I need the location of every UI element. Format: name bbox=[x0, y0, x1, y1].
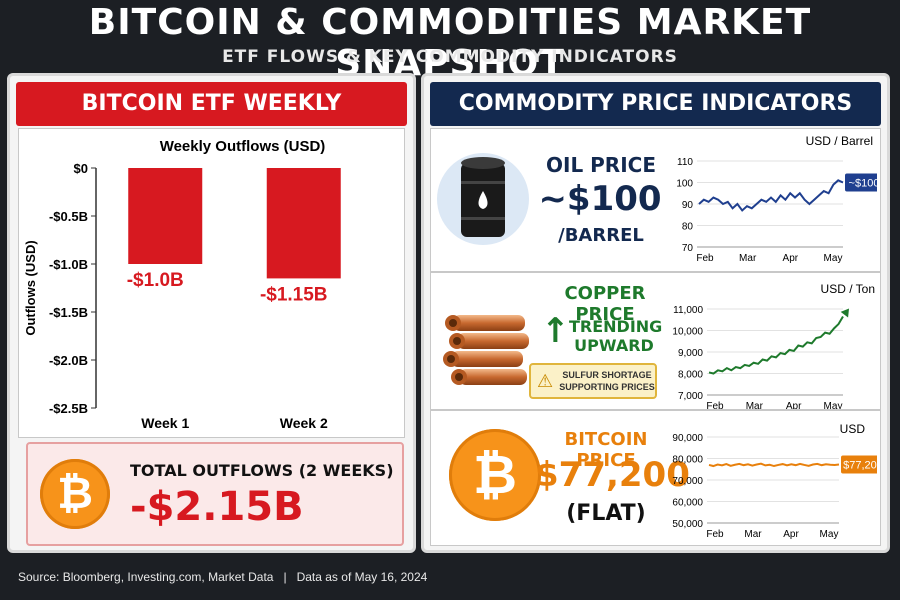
total-outflows-value: -$2.15B bbox=[130, 484, 304, 530]
bar-chart-data-label: -$1.15B bbox=[260, 284, 328, 305]
line-chart-y-tick-label: 90,000 bbox=[672, 433, 703, 444]
line-chart-y-tick-label: 80,000 bbox=[672, 455, 703, 466]
line-chart-y-tick-label: 9,000 bbox=[678, 348, 703, 359]
bitcoin-callout-label: $77,200 bbox=[843, 460, 877, 472]
line-chart-y-tick-label: 70,000 bbox=[672, 476, 703, 487]
line-chart-y-tick-label: 50,000 bbox=[672, 519, 703, 530]
line-chart-x-tick-label: Feb bbox=[696, 253, 714, 264]
copper-trend-arrowhead bbox=[840, 308, 850, 318]
page-subtitle: ETF FLOWS & KEY COMMODITY INDICATORS bbox=[222, 47, 678, 67]
bar-chart-y-tick-label: -$0.5B bbox=[49, 209, 88, 224]
copper-pipes-icon bbox=[443, 315, 529, 385]
oil-price-unit: /BARREL bbox=[558, 225, 644, 246]
line-chart-x-tick-label: Mar bbox=[739, 253, 757, 264]
bitcoin-price-label: BITCOIN PRICE bbox=[564, 429, 648, 471]
line-chart-x-tick-label: Apr bbox=[786, 401, 802, 409]
copper-price-label: COPPER PRICE bbox=[564, 283, 646, 325]
total-outflows-label: TOTAL OUTFLOWS (2 WEEKS) bbox=[130, 461, 394, 480]
line-chart-x-tick-label: May bbox=[824, 253, 843, 264]
line-chart-x-tick-label: Feb bbox=[706, 401, 724, 409]
bitcoin-price-status: (FLAT) bbox=[566, 501, 646, 526]
bar-chart-ylabel: Outflows (USD) bbox=[23, 240, 38, 335]
copper-price-row: COPPER PRICE ↑ TRENDING UPWARD ⚠ SULFUR … bbox=[430, 272, 881, 410]
line-chart-y-tick-label: 10,000 bbox=[672, 327, 703, 338]
bar-chart-y-tick-label: -$1.0B bbox=[49, 257, 88, 272]
etf-bar-chart: Weekly Outflows (USD) Outflows (USD) $0 -$0… bbox=[23, 138, 341, 431]
line-chart-y-tick-label: 60,000 bbox=[672, 498, 703, 509]
line-chart-x-tick-label: May bbox=[824, 401, 843, 409]
copper-trend-label: TRENDING UPWARD bbox=[569, 317, 663, 355]
etf-bar-chart-container: Weekly Outflows (USD) Outflows (USD) $0 -$0… bbox=[18, 128, 405, 438]
commodity-panel: COMMODITY PRICE INDICATORS OIL PRICE ~$1… bbox=[421, 73, 890, 553]
bitcoin-callout-badge bbox=[841, 455, 877, 474]
bar-chart-data-label: -$1.0B bbox=[127, 270, 184, 291]
bar-chart-y-tick-label: -$1.5B bbox=[49, 305, 88, 320]
bar-chart-bar bbox=[266, 168, 341, 279]
line-chart-x-tick-label: Apr bbox=[783, 253, 799, 264]
bar-chart-y-tick-label: $0 bbox=[74, 161, 88, 176]
bar-chart-y-tick-label: -$2.5B bbox=[49, 401, 88, 416]
line-chart-y-tick-label: 70 bbox=[682, 243, 694, 254]
bitcoin-price-row: ₿ BITCOIN PRICE $77,200 (FLAT) USD 50,000… bbox=[430, 410, 881, 546]
bitcoin-coin-icon: ₿ bbox=[40, 459, 110, 529]
oil-price-value: ~$100 bbox=[538, 179, 662, 219]
oil-barrel-icon bbox=[437, 153, 529, 245]
commodity-panel-header: COMMODITY PRICE INDICATORS bbox=[430, 82, 881, 126]
line-chart-x-tick-label: Mar bbox=[746, 401, 764, 409]
total-outflows-box: ₿ TOTAL OUTFLOWS (2 WEEKS) -$2.15B bbox=[26, 442, 404, 546]
line-chart-y-tick-label: 11,000 bbox=[673, 305, 703, 316]
line-chart-unit-label: USD / Ton bbox=[821, 282, 875, 296]
line-chart-y-tick-label: 90 bbox=[682, 200, 694, 211]
bitcoin-coin-icon: ₿ bbox=[449, 429, 541, 521]
line-chart-series-line bbox=[708, 316, 844, 375]
line-chart-unit-label: USD / Barrel bbox=[806, 134, 873, 148]
line-chart-unit-label: USD bbox=[840, 422, 866, 436]
etf-panel-header: BITCOIN ETF WEEKLY OUTFLOWS bbox=[16, 82, 407, 160]
oil-price-row: OIL PRICE ~$100 /BARREL USD / Barrel 70 80… bbox=[430, 128, 881, 272]
oil-price-label: OIL PRICE bbox=[546, 153, 656, 177]
copper-line-chart: USD / Ton 7,000 8,000 9,000 10,000 11,000 Feb M… bbox=[672, 282, 875, 409]
line-chart-x-tick-label: Apr bbox=[783, 529, 799, 540]
line-chart-y-tick-label: 100 bbox=[676, 179, 693, 190]
bar-chart-x-tick-label: Week 2 bbox=[280, 415, 328, 431]
footer-date: Data as of May 16, 2024 bbox=[296, 570, 428, 584]
etf-outflows-panel: BITCOIN ETF WEEKLY OUTFLOWS Weekly Outfl… bbox=[7, 73, 416, 553]
oil-line-chart: USD / Barrel 70 80 90 100 110 Feb Mar Apr May ~$10… bbox=[676, 134, 877, 264]
footer-source: Source: Bloomberg, Investing.com, Market… bbox=[18, 570, 274, 584]
line-chart-x-tick-label: May bbox=[820, 529, 839, 540]
bar-chart-x-tick-label: Week 1 bbox=[141, 415, 189, 431]
bar-chart-y-tick-label: -$2.0B bbox=[49, 353, 88, 368]
footer: Source: Bloomberg, Investing.com, Market… bbox=[18, 570, 428, 584]
line-chart-y-tick-label: 8,000 bbox=[678, 370, 703, 381]
bar-chart-bar bbox=[128, 168, 203, 264]
page-title: BITCOIN & COMMODITIES MARKET SNAPSHOT bbox=[88, 2, 812, 84]
sulfur-shortage-text: SULFUR SHORTAGE SUPPORTING PRICES bbox=[559, 370, 655, 392]
trend-up-arrow-icon: ↑ bbox=[541, 311, 570, 351]
line-chart-y-tick-label: 80 bbox=[682, 222, 694, 233]
bar-chart-title: Weekly Outflows (USD) bbox=[160, 138, 326, 155]
oil-callout-label: ~$100 bbox=[849, 178, 877, 190]
bitcoin-price-value: $77,200 bbox=[535, 455, 690, 495]
line-chart-x-tick-label: Mar bbox=[744, 529, 762, 540]
line-chart-y-tick-label: 7,000 bbox=[678, 391, 703, 402]
warning-icon: ⚠ bbox=[537, 371, 554, 391]
line-chart-series-line bbox=[708, 462, 840, 468]
sulfur-shortage-note: ⚠ SULFUR SHORTAGE SUPPORTING PRICES bbox=[529, 363, 657, 399]
line-chart-y-tick-label: 110 bbox=[677, 157, 693, 168]
bitcoin-line-chart: USD 50,000 60,000 70,000 80,000 90,000 Feb Mar A… bbox=[672, 422, 877, 540]
line-chart-x-tick-label: Feb bbox=[706, 529, 724, 540]
oil-callout-badge bbox=[845, 173, 877, 192]
line-chart-series-line bbox=[698, 179, 844, 212]
